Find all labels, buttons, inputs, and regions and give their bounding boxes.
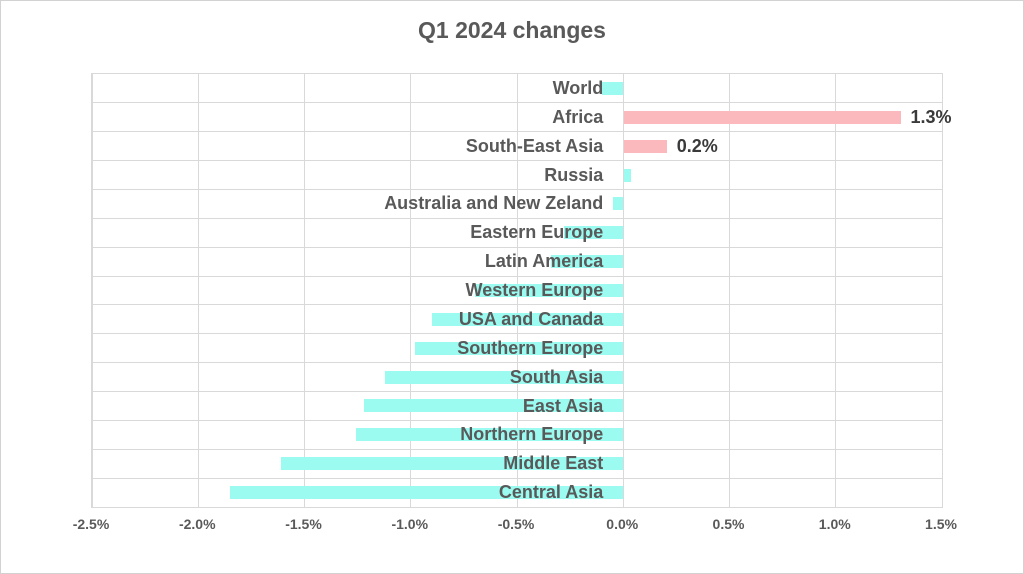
x-axis-tick-label: 0.5% (712, 516, 745, 532)
bar (355, 428, 624, 442)
bar (432, 312, 624, 326)
category-label: USA and Canada (458, 308, 604, 329)
vertical-gridline (410, 74, 412, 507)
horizontal-gridline (92, 333, 942, 335)
bar-value-label: 0.2% (676, 135, 718, 156)
category-label: Russia (544, 164, 604, 185)
vertical-gridline (941, 74, 943, 507)
chart-title: Q1 2024 changes (418, 17, 606, 43)
category-label: Northern Europe (460, 424, 604, 445)
category-label: World (552, 78, 604, 98)
vertical-gridline (91, 74, 93, 507)
horizontal-gridline (92, 391, 942, 393)
category-label: Africa (552, 106, 604, 127)
horizontal-gridline (92, 448, 942, 450)
horizontal-gridline (92, 477, 942, 479)
x-axis-tick-label: -2.0% (178, 516, 216, 532)
category-label: Southern Europe (457, 337, 604, 358)
horizontal-gridline (92, 275, 942, 277)
x-axis-tick-label: 1.5% (925, 516, 957, 532)
category-label: Eastern Europe (470, 222, 604, 243)
vertical-gridline (835, 74, 837, 507)
vertical-gridline (197, 74, 199, 507)
horizontal-gridline (92, 419, 942, 421)
category-label: Latin America (484, 251, 604, 272)
bar (612, 197, 624, 211)
horizontal-gridline (92, 246, 942, 248)
category-label: South Asia (509, 366, 604, 387)
vertical-gridline (304, 74, 305, 507)
horizontal-gridline (92, 102, 942, 104)
bar (415, 341, 624, 355)
x-axis-tick-label: -0.5% (497, 516, 535, 532)
bar (624, 168, 631, 182)
bar (474, 284, 624, 297)
horizontal-gridline (92, 217, 942, 219)
bar (230, 486, 624, 500)
x-axis-tick-label: -1.0% (391, 516, 429, 532)
bar (385, 370, 624, 384)
bar (551, 255, 624, 269)
x-axis-tick-label: 1.0% (818, 516, 851, 532)
bar (624, 139, 667, 153)
bar (624, 110, 901, 124)
category-label: Western Europe (465, 280, 604, 301)
bar (281, 457, 624, 471)
horizontal-gridline (92, 160, 942, 162)
category-label: East Asia (522, 395, 604, 416)
x-axis-tick-label: -2.5% (72, 516, 110, 532)
category-label: South-East Asia (465, 135, 604, 156)
horizontal-gridline (92, 188, 942, 190)
horizontal-gridline (92, 362, 942, 364)
vertical-gridline (622, 74, 624, 507)
plot-area: World Africa 1.3% South-East Asia 0.2% Russia… (91, 73, 952, 508)
bar-value-label: 1.3% (910, 106, 952, 127)
category-label: Australia and New Zeland (384, 193, 604, 214)
x-axis-tick-label: -1.5% (285, 516, 322, 532)
category-label: Central Asia (498, 482, 604, 503)
horizontal-gridline (92, 131, 942, 133)
bar (364, 399, 624, 413)
horizontal-gridline (92, 304, 942, 306)
category-label: Middle East (503, 453, 604, 474)
bar (602, 81, 624, 95)
vertical-gridline (729, 74, 730, 507)
bar (563, 226, 624, 240)
x-axis-tick-label: 0.0% (606, 516, 639, 532)
